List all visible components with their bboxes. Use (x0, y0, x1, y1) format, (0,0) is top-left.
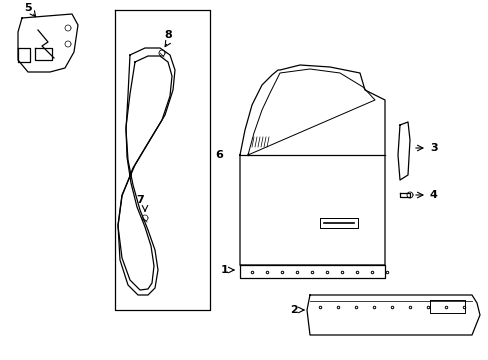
Text: 5: 5 (24, 3, 32, 13)
Text: 4: 4 (429, 190, 437, 200)
Text: 3: 3 (429, 143, 437, 153)
Text: 6: 6 (215, 150, 223, 160)
Text: 7: 7 (136, 195, 143, 205)
Text: 8: 8 (164, 30, 171, 40)
Text: 2: 2 (290, 305, 297, 315)
Text: 1: 1 (220, 265, 227, 275)
